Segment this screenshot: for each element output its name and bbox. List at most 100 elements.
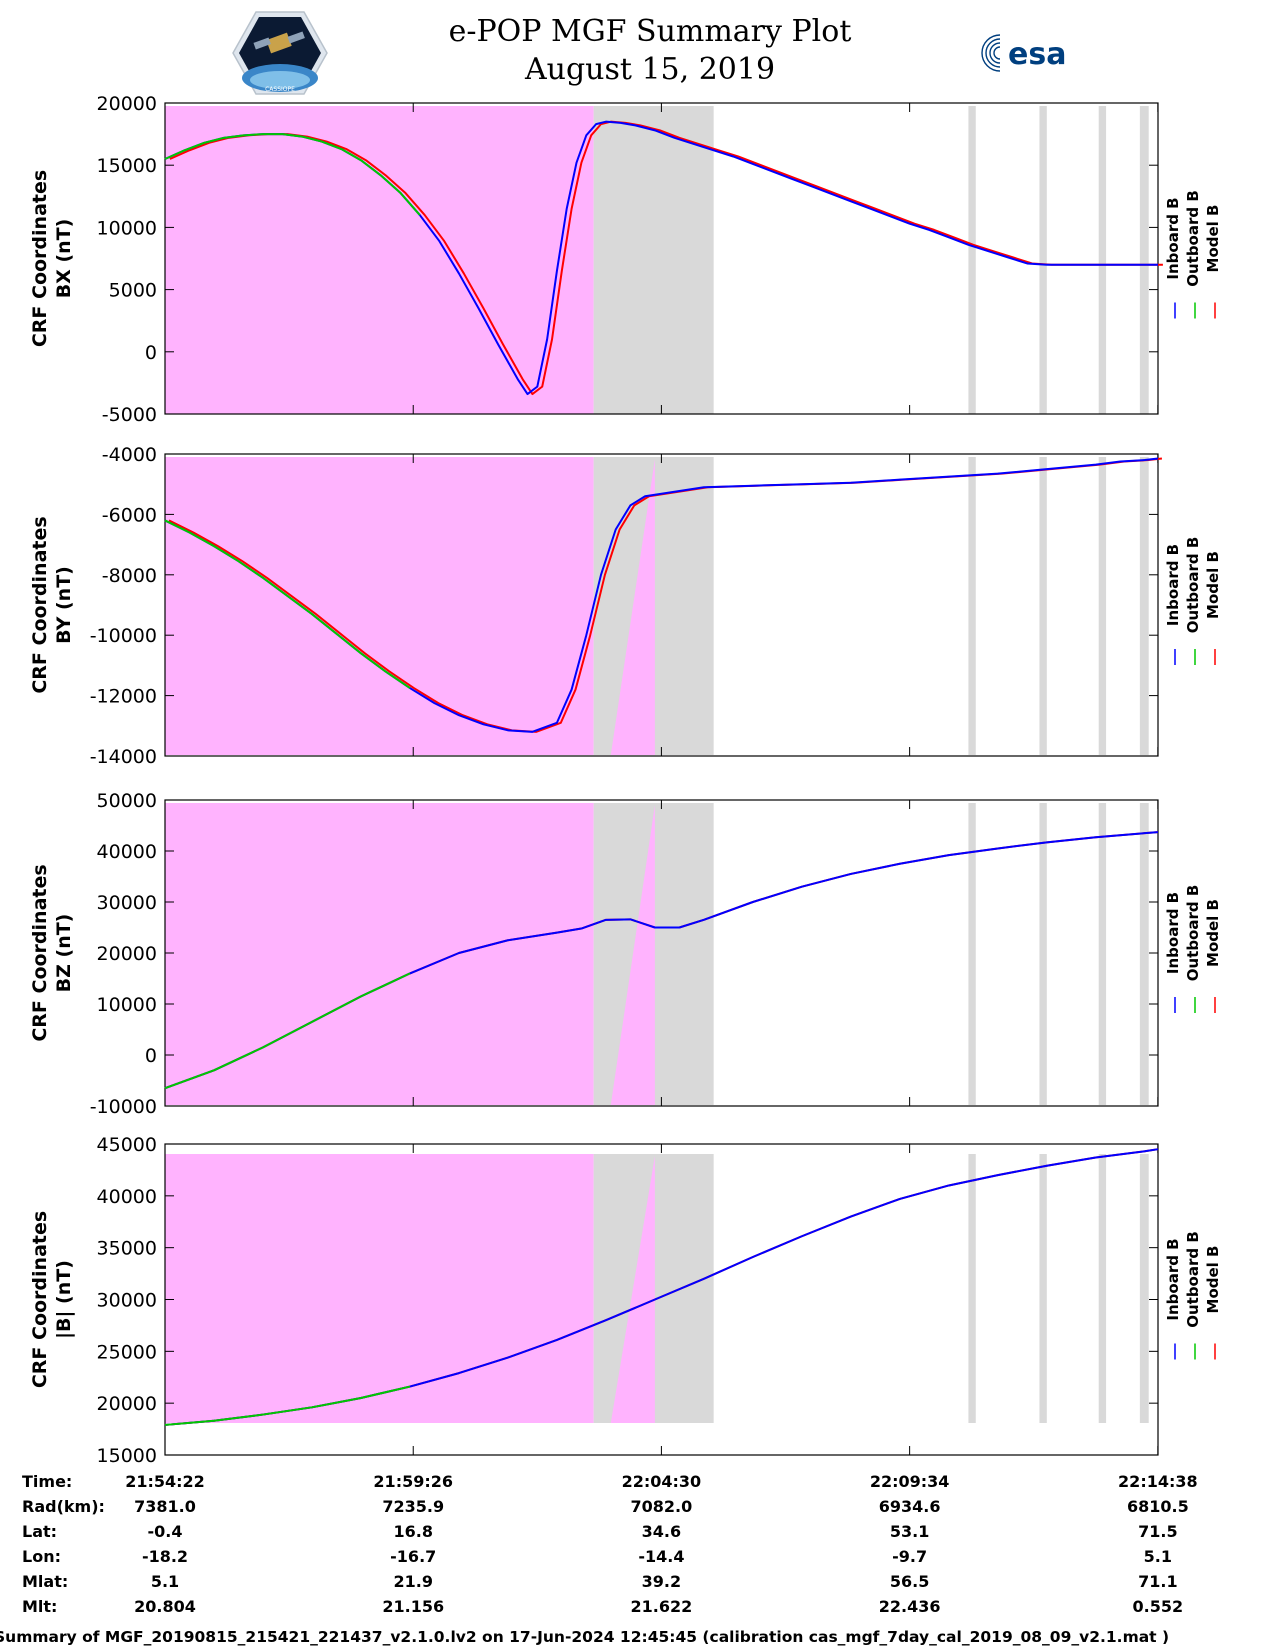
y-axis-label: CRF Coordinates BX (nT): [29, 170, 75, 347]
ephemeris-value: 39.2: [641, 1572, 682, 1591]
gray-bar: [1039, 457, 1047, 755]
y-tick-label: -14000: [90, 746, 157, 768]
ephemeris-row-label: Time:: [22, 1472, 73, 1491]
ephemeris-value: 7381.0: [134, 1497, 196, 1516]
ephemeris-value: 71.5: [1138, 1522, 1178, 1541]
y-tick-label: 30000: [97, 892, 157, 914]
esa-logo-text: esa: [1008, 37, 1066, 72]
y-tick-label: -6000: [102, 504, 157, 526]
y-tick-label: 30000: [97, 1290, 157, 1312]
ephemeris-value: 56.5: [889, 1572, 930, 1591]
panel-2: -14000 -12000 -10000 -8000 -6000 -4000 CRF Coo…: [29, 444, 1222, 768]
y-tick-label: 15000: [97, 1445, 157, 1467]
y-tick-label: 25000: [97, 1341, 157, 1363]
ephemeris-value: 22:09:34: [869, 1472, 950, 1491]
pink-shade: [165, 106, 594, 414]
legend-label: Inboard B: [1164, 544, 1182, 626]
pink-wedge: [610, 1156, 655, 1423]
ephemeris-value: 53.1: [889, 1522, 930, 1541]
gray-bar: [1139, 106, 1149, 414]
ephemeris-value: 5.1: [1143, 1547, 1173, 1566]
ephemeris-value: 22:14:38: [1118, 1472, 1198, 1491]
series-line-outboard-b: [164, 519, 411, 689]
ephemeris-row-label: Lat:: [22, 1522, 58, 1541]
ephemeris-value: 21:59:26: [373, 1472, 454, 1491]
y-tick-label: 0: [145, 342, 157, 364]
y-tick-label: 40000: [97, 1186, 157, 1208]
cassiope-logo: CASSIOPE: [232, 11, 328, 95]
pink-shade: [165, 803, 594, 1105]
legend-label: Model B: [1204, 205, 1222, 273]
y-tick-label: 45000: [97, 1134, 157, 1156]
y-tick-label: 5000: [109, 280, 157, 302]
y-tick-label: 50000: [97, 790, 157, 812]
panel-3: -10000 0 10000 20000 30000 40000 50000 CRF Coor…: [29, 790, 1222, 1118]
legend-label: Model B: [1204, 899, 1222, 967]
legend-label: Inboard B: [1164, 1238, 1182, 1320]
gray-bar: [968, 1154, 976, 1423]
gray-bar: [1139, 457, 1149, 755]
y-axis-label: CRF Coordinates |B| (nT): [29, 1211, 75, 1388]
y-tick-label: -12000: [90, 686, 157, 708]
gray-bar: [1039, 1154, 1047, 1423]
gray-shade: [593, 106, 714, 414]
ephemeris-row-label: Mlt:: [22, 1597, 58, 1616]
gray-bar: [1098, 1154, 1107, 1423]
series-line-outboard-b: [164, 1385, 411, 1426]
ephemeris-value: 7082.0: [630, 1497, 693, 1516]
y-tick-label: -10000: [90, 1096, 157, 1118]
ephemeris-value: 5.1: [150, 1572, 180, 1591]
gray-bar: [1039, 106, 1047, 414]
pink-wedge: [610, 805, 655, 1105]
plot-title: e-POP MGF Summary Plot: [448, 14, 852, 49]
ephemeris-row-label: Rad(km):: [22, 1497, 105, 1516]
y-tick-label: 40000: [97, 841, 157, 863]
y-tick-label: 35000: [97, 1238, 157, 1260]
pink-shade: [165, 1154, 594, 1423]
y-tick-label: 20000: [97, 943, 157, 965]
gray-bar: [1139, 1154, 1149, 1423]
ephemeris-value: 16.8: [393, 1522, 433, 1541]
legend-label: Outboard B: [1184, 885, 1202, 982]
y-axis-label: CRF Coordinates BZ (nT): [29, 864, 75, 1041]
pink-wedge: [610, 459, 655, 755]
legend-label: Inboard B: [1164, 892, 1182, 974]
y-axis-label: CRF Coordinates BY (nT): [29, 516, 75, 693]
panel-4: 15000 20000 25000 30000 35000 40000 45000 CRF C…: [29, 1134, 1222, 1467]
legend-label: Outboard B: [1184, 537, 1202, 634]
gray-bar: [1098, 457, 1107, 755]
gray-bar: [1039, 803, 1047, 1105]
series-line-outboard-b: [164, 972, 411, 1090]
y-tick-label: 15000: [97, 155, 157, 177]
gray-bar: [1098, 803, 1107, 1105]
ephemeris-row-label: Mlat:: [22, 1572, 69, 1591]
gray-bar: [968, 803, 976, 1105]
pink-shade: [165, 457, 594, 755]
plot-date: August 15, 2019: [524, 52, 776, 87]
y-tick-label: 10000: [97, 994, 157, 1016]
y-tick-label: 10000: [97, 217, 157, 239]
legend-label: Model B: [1204, 551, 1222, 619]
ephemeris-value: 7235.9: [382, 1497, 445, 1516]
ephemeris-value: -14.4: [638, 1547, 685, 1566]
ephemeris-value: -9.7: [892, 1547, 928, 1566]
ephemeris-value: 21:54:22: [125, 1472, 205, 1491]
y-tick-label: 20000: [97, 93, 157, 115]
gray-bar: [1139, 803, 1149, 1105]
ephemeris-value: 20.804: [134, 1597, 196, 1616]
cassiope-logo-text: CASSIOPE: [265, 86, 295, 93]
ephemeris-value: 0.552: [1132, 1597, 1184, 1616]
gray-bar: [1098, 106, 1107, 414]
y-tick-label: -5000: [102, 404, 157, 426]
ephemeris-value: 71.1: [1138, 1572, 1178, 1591]
ephemeris-value: 6810.5: [1126, 1497, 1189, 1516]
footer-summary: Summary of MGF_20190815_215421_221437_v2…: [0, 1628, 1170, 1646]
ephemeris-value: -0.4: [147, 1522, 183, 1541]
gray-bar: [968, 457, 976, 755]
legend-label: Outboard B: [1184, 1231, 1202, 1328]
y-tick-label: -8000: [102, 565, 157, 587]
ephemeris-value: 22.436: [878, 1597, 941, 1616]
y-tick-label: 0: [145, 1045, 157, 1067]
y-tick-label: 20000: [97, 1393, 157, 1415]
